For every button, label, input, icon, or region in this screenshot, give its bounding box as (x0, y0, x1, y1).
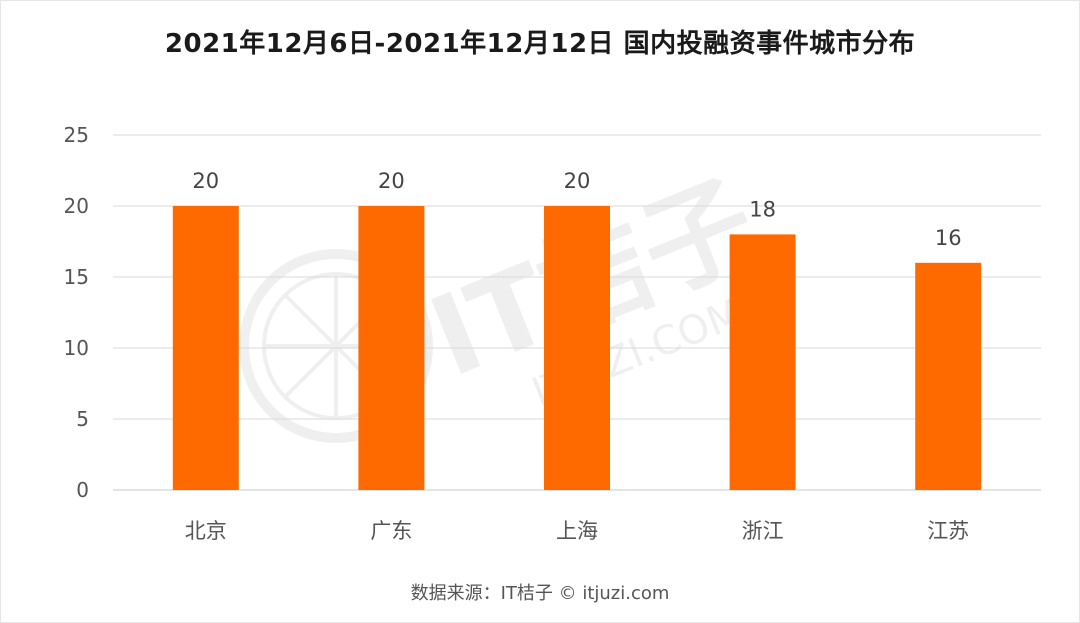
x-tick-label: 江苏 (927, 519, 969, 543)
data-label: 18 (749, 197, 776, 221)
source-note: 数据来源：IT桔子 © itjuzi.com (410, 583, 670, 604)
y-tick-label: 15 (64, 265, 89, 289)
y-tick-label: 25 (64, 123, 89, 147)
data-label: 16 (935, 226, 962, 250)
bar (358, 206, 425, 490)
y-tick-label: 0 (76, 478, 89, 502)
data-labels: 20 20 20 18 16 (192, 169, 961, 250)
data-label: 20 (192, 169, 219, 193)
bars (172, 206, 982, 490)
x-tick-label: 浙江 (742, 519, 784, 543)
chart-title: 2021年12月6日-2021年12月12日 国内投融资事件城市分布 (164, 29, 916, 59)
y-tick-label: 10 (64, 336, 89, 360)
x-tick-label: 北京 (185, 519, 227, 543)
x-tick-label: 上海 (556, 519, 598, 543)
y-axis-ticks: 0 5 10 15 20 25 (64, 123, 89, 502)
x-tick-label: 广东 (370, 519, 412, 543)
bar (915, 262, 982, 490)
bar (172, 206, 239, 490)
watermark-logo: IT桔子 ITJUZI.COM (239, 157, 773, 443)
bar (729, 234, 796, 490)
bar (544, 206, 610, 490)
y-tick-label: 20 (64, 194, 89, 218)
data-label: 20 (564, 169, 591, 193)
x-axis-ticks: 北京 广东 上海 浙江 江苏 (185, 519, 969, 543)
y-tick-label: 5 (76, 407, 89, 431)
data-label: 20 (378, 169, 405, 193)
